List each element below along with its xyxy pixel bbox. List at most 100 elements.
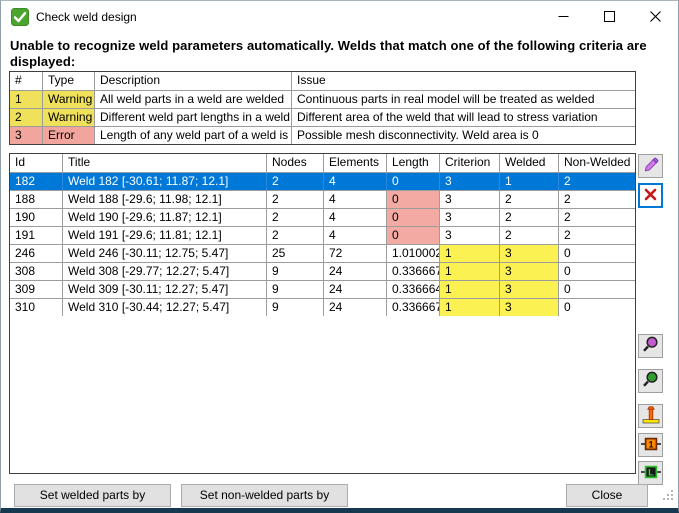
- criteria-header-row: # Type Description Issue: [10, 72, 635, 90]
- cell-elements: 4: [324, 227, 387, 244]
- criteria-description: Length of any weld part of a weld is zer…: [95, 127, 292, 144]
- cell-length: 0.336667: [387, 299, 440, 316]
- non-welded-element-L-icon: L: [640, 462, 661, 485]
- weld-row-310[interactable]: 310 Weld 310 [-30.44; 12.27; 5.47] 9 24 …: [10, 298, 635, 316]
- cell-length: 0: [387, 191, 440, 208]
- cell-id: 246: [10, 245, 63, 262]
- cell-title: Weld 308 [-29.77; 12.27; 5.47]: [63, 263, 267, 280]
- cell-non-welded: 0: [564, 246, 571, 260]
- criteria-col-issue[interactable]: Issue: [297, 73, 326, 87]
- cell-welded: 3: [500, 281, 559, 298]
- cell-welded: 1: [500, 173, 559, 190]
- cell-nodes: 9: [267, 281, 324, 298]
- weld-row-308[interactable]: 308 Weld 308 [-29.77; 12.27; 5.47] 9 24 …: [10, 262, 635, 280]
- window-title: Check weld design: [36, 9, 137, 24]
- cell-title: Weld 246 [-30.11; 12.75; 5.47]: [63, 245, 267, 262]
- close-button[interactable]: Close: [566, 484, 648, 507]
- cell-id: 309: [10, 281, 63, 298]
- cell-welded: 3: [500, 263, 559, 280]
- cell-welded: 2: [500, 227, 559, 244]
- minimize-button[interactable]: [540, 1, 586, 32]
- cell-criterion: 3: [440, 173, 500, 190]
- cell-nodes: 9: [267, 263, 324, 280]
- zoom-selected-button[interactable]: [638, 334, 663, 358]
- window-controls: [540, 1, 678, 32]
- weld-col-nodes[interactable]: Nodes: [267, 154, 324, 172]
- cell-elements: 4: [324, 191, 387, 208]
- cell-title: Weld 310 [-30.44; 12.27; 5.47]: [63, 299, 267, 316]
- weld-col-non-welded[interactable]: Non-Welded: [564, 155, 631, 169]
- cell-elements: 4: [324, 209, 387, 226]
- delete-weld-button[interactable]: [638, 183, 663, 208]
- svg-text:1: 1: [648, 439, 653, 449]
- weld-col-criterion[interactable]: Criterion: [440, 154, 500, 172]
- cell-title: Weld 191 [-29.6; 11.81; 12.1]: [63, 227, 267, 244]
- cell-length: 0: [387, 209, 440, 226]
- cell-welded: 3: [500, 245, 559, 262]
- cell-length: 0.336667: [387, 263, 440, 280]
- criteria-issue: Different area of the weld that will lea…: [297, 110, 598, 124]
- cell-criterion: 3: [440, 227, 500, 244]
- weld-col-title[interactable]: Title: [63, 154, 267, 172]
- weld-row-246[interactable]: 246 Weld 246 [-30.11; 12.75; 5.47] 25 72…: [10, 244, 635, 262]
- criteria-issue: Possible mesh disconnectivity. Weld area…: [297, 128, 539, 142]
- weld-col-elements[interactable]: Elements: [324, 154, 387, 172]
- cell-elements: 72: [324, 245, 387, 262]
- cell-non-welded: 0: [564, 264, 571, 278]
- cell-title: Weld 190 [-29.6; 11.87; 12.1]: [63, 209, 267, 226]
- maximize-button[interactable]: [586, 1, 632, 32]
- criteria-table: # Type Description Issue 1 Warning All w…: [9, 71, 636, 145]
- cell-length: 0: [387, 173, 440, 190]
- close-window-button[interactable]: [632, 1, 678, 32]
- cell-id: 310: [10, 299, 63, 316]
- criteria-col-description[interactable]: Description: [95, 72, 292, 90]
- criteria-col-num[interactable]: #: [10, 72, 43, 90]
- edit-weld-button[interactable]: [638, 154, 663, 178]
- weld-row-190[interactable]: 190 Weld 190 [-29.6; 11.87; 12.1] 2 4 0 …: [10, 208, 635, 226]
- cell-welded: 2: [500, 209, 559, 226]
- cell-id: 308: [10, 263, 63, 280]
- criteria-row: 1 Warning All weld parts in a weld are w…: [10, 90, 635, 108]
- weld-row-309[interactable]: 309 Weld 309 [-30.11; 12.27; 5.47] 9 24 …: [10, 280, 635, 298]
- criteria-num: 2: [10, 109, 43, 126]
- weld-row-182-selected[interactable]: 182 Weld 182 [-30.61; 11.87; 12.1] 2 4 0…: [10, 172, 635, 190]
- cell-non-welded: 2: [564, 210, 571, 224]
- welded-element-1-icon: 1: [640, 434, 661, 457]
- weld-symbol-icon: [641, 405, 661, 428]
- pencil-icon: [643, 157, 659, 176]
- cell-criterion: 1: [440, 281, 500, 298]
- weld-col-welded[interactable]: Welded: [500, 154, 559, 172]
- weld-col-length[interactable]: Length: [387, 154, 440, 172]
- weld-row-188[interactable]: 188 Weld 188 [-29.6; 11.98; 12.1] 2 4 0 …: [10, 190, 635, 208]
- criteria-num: 3: [10, 127, 43, 144]
- criteria-row: 2 Warning Different weld part lengths in…: [10, 108, 635, 126]
- zoom-all-button[interactable]: [638, 369, 663, 393]
- cell-criterion: 3: [440, 191, 500, 208]
- set-welded-parts-button[interactable]: Set welded parts by elements: [14, 484, 171, 507]
- cell-nodes: 2: [267, 173, 324, 190]
- cell-elements: 24: [324, 263, 387, 280]
- resize-grip[interactable]: [662, 488, 674, 506]
- set-non-welded-parts-button[interactable]: Set non-welded parts by elements: [181, 484, 348, 507]
- criteria-issue: Continuous parts in real model will be t…: [297, 92, 595, 106]
- criteria-col-type[interactable]: Type: [43, 72, 95, 90]
- cell-title: Weld 309 [-30.11; 12.27; 5.47]: [63, 281, 267, 298]
- delete-x-icon: [644, 188, 657, 204]
- cell-non-welded: 2: [564, 228, 571, 242]
- weld-table: Id Title Nodes Elements Length Criterion…: [9, 153, 636, 474]
- cell-welded: 3: [500, 299, 559, 316]
- cell-id: 188: [10, 191, 63, 208]
- cell-non-welded: 2: [564, 192, 571, 206]
- cell-elements: 4: [324, 173, 387, 190]
- weld-col-id[interactable]: Id: [10, 154, 63, 172]
- zoom-magenta-icon: [641, 335, 660, 357]
- show-welded-elements-button[interactable]: 1: [638, 433, 663, 457]
- show-weld-button[interactable]: [638, 404, 663, 428]
- weld-row-191[interactable]: 191 Weld 191 [-29.6; 11.81; 12.1] 2 4 0 …: [10, 226, 635, 244]
- cell-criterion: 1: [440, 263, 500, 280]
- cell-nodes: 2: [267, 209, 324, 226]
- show-non-welded-elements-button[interactable]: L: [638, 461, 663, 485]
- cell-nodes: 9: [267, 299, 324, 316]
- cell-welded: 2: [500, 191, 559, 208]
